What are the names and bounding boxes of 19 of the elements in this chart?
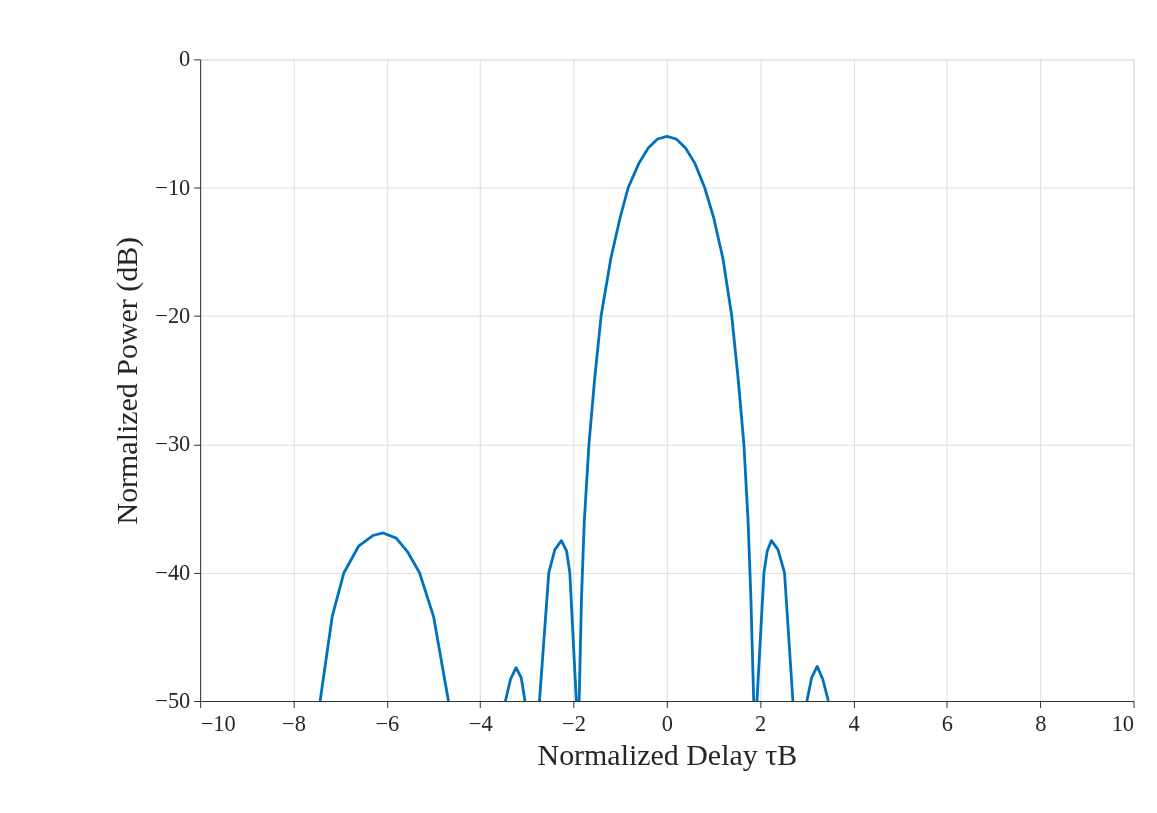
y-axis-title: Normalized Power (dB) [110, 236, 145, 525]
x-tick-label: 10 [1111, 711, 1135, 737]
y-tick-label: −50 [155, 688, 191, 714]
x-tick-label: 2 [755, 711, 767, 737]
y-tick-label: −30 [155, 431, 191, 457]
x-tick-label: −8 [282, 711, 306, 737]
x-tick-label: 8 [1035, 711, 1047, 737]
x-tick-label: 6 [941, 711, 953, 737]
y-tick-label: −10 [155, 174, 191, 200]
x-tick-label: −2 [562, 711, 586, 737]
y-tick-label: −20 [155, 303, 191, 329]
y-tick-label: 0 [179, 46, 191, 72]
x-axis-title: Normalized Delay τB [537, 738, 798, 772]
x-tick-label: 0 [661, 711, 673, 737]
x-tick-label: −4 [468, 711, 493, 737]
y-tick-label: −40 [155, 559, 191, 585]
x-tick-label: 4 [848, 711, 860, 737]
x-tick-label: −6 [375, 711, 400, 737]
x-tick-label: −10 [200, 711, 236, 737]
